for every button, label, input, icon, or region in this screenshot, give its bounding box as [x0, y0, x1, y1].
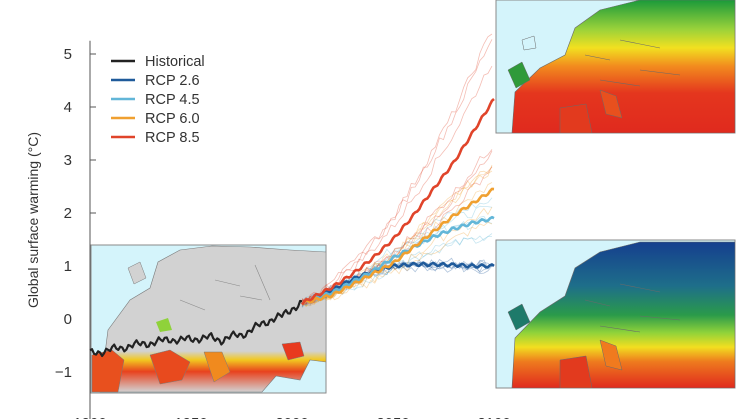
x-tick-label: 2000	[275, 415, 308, 419]
y-tick-label: 0	[64, 311, 72, 328]
y-tick-label: 5	[64, 46, 72, 63]
y-tick-label: 2	[64, 205, 72, 222]
legend: Historical RCP 2.6 RCP 4.5 RCP 6.0 RCP 8.5	[111, 54, 205, 146]
map-inset-left	[90, 244, 327, 394]
y-tick-label: 1	[64, 258, 72, 275]
ensemble-line	[301, 221, 493, 308]
legend-entry: RCP 6.0	[145, 111, 200, 127]
x-tick-label: 2100	[477, 415, 510, 419]
series-line	[301, 98, 495, 306]
map-inset-bottom-right	[495, 239, 736, 389]
axes: −1 0 1 2 3 4 5 1900 1950 2000 2050 2100 Global surfa…	[25, 40, 511, 419]
y-tick-label: 3	[64, 152, 72, 169]
map-inset-top-right	[495, 0, 736, 134]
series-line	[301, 215, 495, 306]
series-line	[301, 187, 495, 306]
y-axis-label: Global surface warming (°C)	[25, 132, 41, 308]
y-tick-label: −1	[55, 364, 72, 381]
x-tick-label: 1950	[174, 415, 207, 419]
series-line	[301, 261, 495, 306]
ensemble-line	[302, 149, 493, 305]
plot-lines	[89, 98, 495, 358]
ensemble-line	[301, 150, 493, 303]
legend-entry: RCP 4.5	[145, 92, 200, 108]
x-tick-label: 1900	[73, 415, 106, 419]
legend-entry: Historical	[145, 54, 205, 70]
series-line	[89, 299, 303, 358]
x-tick-label: 2050	[376, 415, 409, 419]
legend-entry: RCP 8.5	[145, 130, 200, 146]
y-tick-label: 4	[64, 99, 72, 116]
ensemble-line	[301, 33, 493, 305]
legend-entry: RCP 2.6	[145, 73, 200, 89]
